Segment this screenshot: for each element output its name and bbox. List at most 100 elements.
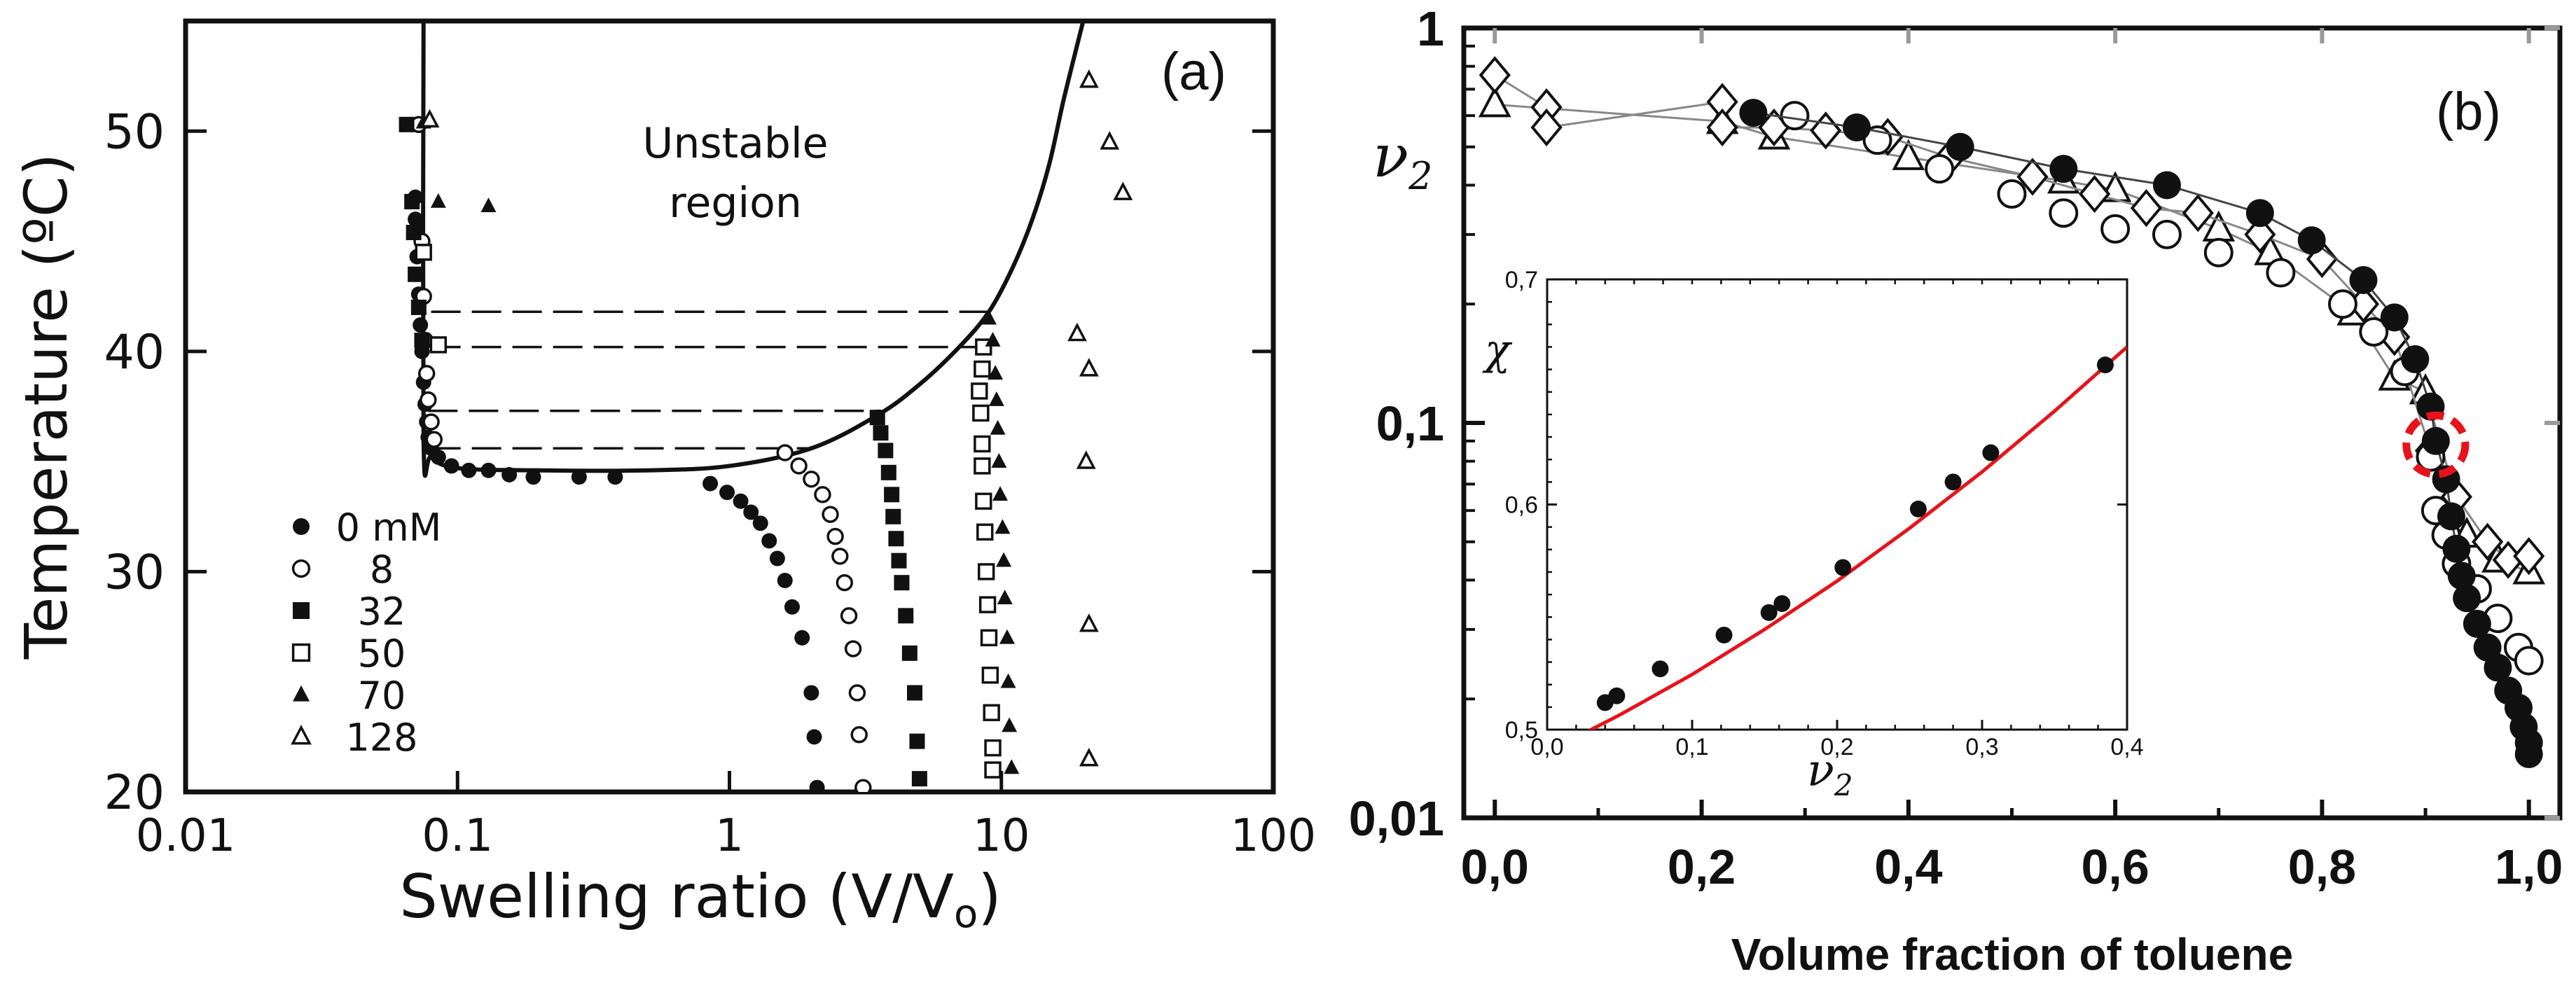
legend-marker: [293, 602, 310, 619]
panel-a-points: [399, 69, 1133, 792]
series-filled-circle: [1739, 99, 2543, 768]
panel-a-label: (a): [1161, 42, 1226, 102]
unstable-region-line-1: Unstable: [642, 119, 828, 168]
data-point: [909, 733, 925, 749]
panel-a-y-axis-label: Temperature (ºC): [12, 153, 81, 660]
data-point: [2245, 199, 2274, 228]
data-point: [850, 726, 868, 744]
panel-a-y-tick-labels: 20 30 40 50: [104, 104, 165, 821]
x-tick-label: 1: [715, 810, 744, 862]
panel-b-y-tick-labels: 0,01 0,1 1: [1349, 1, 1444, 846]
data-point: [2327, 289, 2357, 319]
data-point: [525, 469, 541, 485]
data-point: [826, 527, 844, 545]
data-point: [430, 193, 446, 208]
data-point: [1076, 450, 1096, 469]
data-point: [607, 469, 623, 485]
data-point: [976, 523, 994, 541]
panel-a-x-label-close: ): [978, 862, 1002, 932]
inset-data-point: [1651, 660, 1669, 678]
data-point: [420, 109, 440, 128]
x-tick-label: 0,0: [1461, 840, 1529, 894]
legend-marker: [291, 725, 312, 745]
data-point: [1079, 613, 1099, 632]
legend-label: 70: [358, 674, 406, 718]
data-point: [2401, 345, 2430, 373]
legend-marker: [293, 518, 310, 535]
legend-entry: 8: [291, 548, 394, 592]
legend-marker: [291, 559, 311, 578]
inset-x-tick-label: 0,0: [1530, 734, 1563, 760]
x-tick-label: 0,8: [2288, 840, 2356, 894]
data-point: [2266, 258, 2296, 288]
panel-a-x-label-main: Swelling ratio (V/V: [399, 862, 954, 932]
panel-a-x-axis-label: Swelling ratio (V/Vo): [399, 862, 1002, 937]
panel-b-y-label-main: ν: [1373, 122, 1408, 190]
series-128: [420, 69, 1133, 767]
legend-marker: [293, 685, 310, 702]
data-point: [809, 779, 825, 792]
inset-data-point: [1909, 500, 1927, 517]
data-point: [806, 729, 822, 745]
data-point: [2513, 537, 2545, 576]
inset-y-tick-label: 0,6: [1505, 492, 1538, 519]
data-point: [840, 607, 858, 625]
x-tick-label: 0,2: [1668, 840, 1736, 894]
data-point: [2297, 226, 2326, 255]
inset-data-point: [2096, 356, 2114, 374]
data-point: [1946, 132, 1974, 161]
data-point: [420, 391, 437, 409]
inset-x-tick-label: 0,1: [1675, 734, 1708, 760]
inset-y-tick-labels: 0,5 0,6 0,7: [1505, 267, 1538, 744]
panel-a-frame: [183, 18, 1276, 795]
data-point: [480, 462, 497, 478]
data-point: [831, 548, 849, 565]
y-tick-label: 1: [1417, 1, 1444, 56]
data-point: [988, 365, 1004, 380]
data-point: [719, 485, 735, 501]
data-point: [984, 739, 1002, 757]
data-point: [702, 475, 719, 492]
data-point: [992, 486, 1009, 501]
data-point: [869, 410, 885, 426]
data-point: [1478, 86, 1511, 118]
series-32: [399, 116, 927, 787]
data-point: [2453, 584, 2481, 613]
y-tick-label: 20: [104, 765, 165, 821]
legend-entry: 50: [291, 632, 406, 676]
data-point: [983, 704, 1000, 721]
data-point: [880, 464, 896, 480]
data-point: [410, 299, 427, 315]
data-point: [844, 640, 862, 657]
data-point: [777, 573, 793, 589]
x-tick-label: 1,0: [2495, 840, 2563, 894]
data-point: [814, 486, 831, 503]
data-point: [878, 443, 894, 459]
data-point: [430, 449, 446, 465]
data-point: [1079, 358, 1099, 377]
data-point: [1843, 113, 1871, 142]
data-point: [1000, 673, 1016, 688]
data-point: [822, 506, 839, 523]
data-point: [2484, 653, 2512, 682]
data-point: [769, 550, 785, 566]
spinodal-curve: [420, 21, 1086, 478]
panel-b-x-tick-labels: 0,0 0,2 0,4 0,6 0,8 1,0: [1461, 840, 2563, 894]
data-point: [2514, 739, 2543, 768]
data-point: [2182, 194, 2214, 232]
inset-y-tick-label: 0,7: [1505, 267, 1538, 293]
data-point: [873, 425, 889, 441]
panel-b-ticks: [1464, 26, 2560, 820]
data-point: [898, 608, 914, 624]
data-point: [2016, 158, 2049, 196]
y-tick-label: 30: [104, 545, 165, 600]
data-point: [761, 533, 777, 549]
data-point: [803, 685, 819, 701]
data-point: [1925, 154, 1955, 184]
panel-a-x-tick-labels: 0.01 0.1 1 10 100: [136, 810, 1316, 862]
data-point: [2100, 214, 2131, 244]
legend-label: 32: [358, 590, 406, 634]
inset-x-tick-label: 0,2: [1820, 734, 1853, 760]
data-point: [1113, 181, 1133, 200]
